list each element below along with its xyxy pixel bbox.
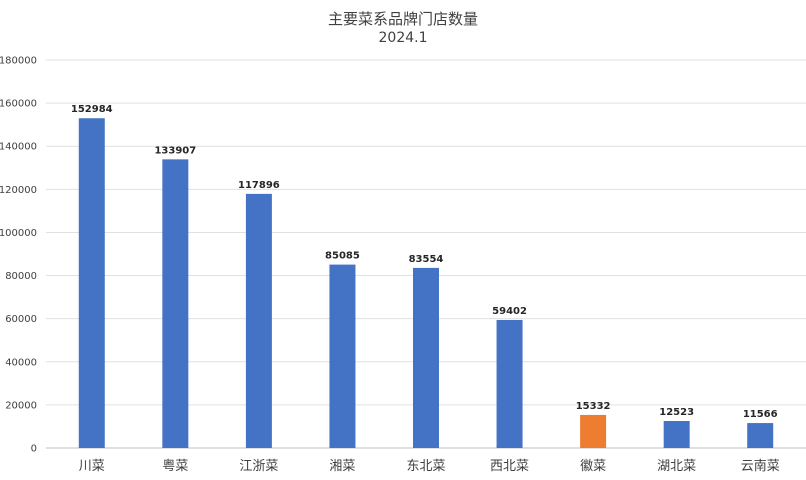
x-tick-label: 粤菜 [162, 458, 188, 474]
data-label: 15332 [576, 401, 611, 412]
data-label: 117896 [238, 180, 280, 191]
data-label: 85085 [325, 251, 360, 262]
data-label: 133907 [154, 145, 196, 156]
y-tick-label: 80000 [5, 271, 37, 282]
y-tick-label: 40000 [5, 357, 37, 368]
x-tick-label: 江浙菜 [239, 459, 278, 474]
data-label: 83554 [409, 254, 444, 265]
x-tick-label: 徽菜 [580, 459, 606, 474]
bar [78, 118, 105, 448]
data-label: 12523 [659, 407, 694, 418]
y-axis: 0 20000 40000 60000 80000 100000 120000 140000 1… [0, 56, 37, 455]
data-label: 11566 [743, 409, 778, 420]
x-tick-label: 西北菜 [490, 459, 529, 474]
data-label: 152984 [71, 104, 113, 115]
data-label: 59402 [492, 306, 527, 317]
bar [747, 423, 774, 448]
bar [162, 159, 189, 448]
x-axis: 川菜 粤菜 江浙菜 湘菜 东北菜 西北菜 徽菜 湖北菜 云南菜 [79, 458, 780, 474]
x-tick-label: 湘菜 [329, 459, 355, 474]
data-labels: 152984 133907 117896 85085 83554 59402 15332 12… [71, 104, 778, 420]
bar [245, 193, 272, 448]
bar [580, 414, 607, 448]
y-tick-label: 100000 [0, 228, 37, 239]
x-tick-label: 湖北菜 [657, 459, 696, 474]
y-tick-label: 0 [31, 444, 37, 455]
y-tick-label: 120000 [0, 185, 37, 196]
bar [663, 421, 690, 448]
bars [78, 118, 774, 448]
bar [413, 267, 439, 448]
chart-subtitle: 2024.1 [378, 30, 428, 46]
bar [329, 264, 356, 448]
x-tick-label: 云南菜 [741, 458, 780, 474]
y-tick-label: 20000 [5, 400, 37, 411]
x-tick-label: 东北菜 [406, 459, 445, 474]
chart-title: 主要菜系品牌门店数量 [327, 10, 478, 28]
y-tick-label: 180000 [0, 56, 37, 67]
x-tick-label: 川菜 [79, 459, 105, 474]
y-tick-label: 160000 [0, 99, 37, 110]
y-tick-label: 60000 [5, 314, 37, 325]
y-tick-label: 140000 [0, 142, 37, 153]
bar [496, 319, 523, 448]
